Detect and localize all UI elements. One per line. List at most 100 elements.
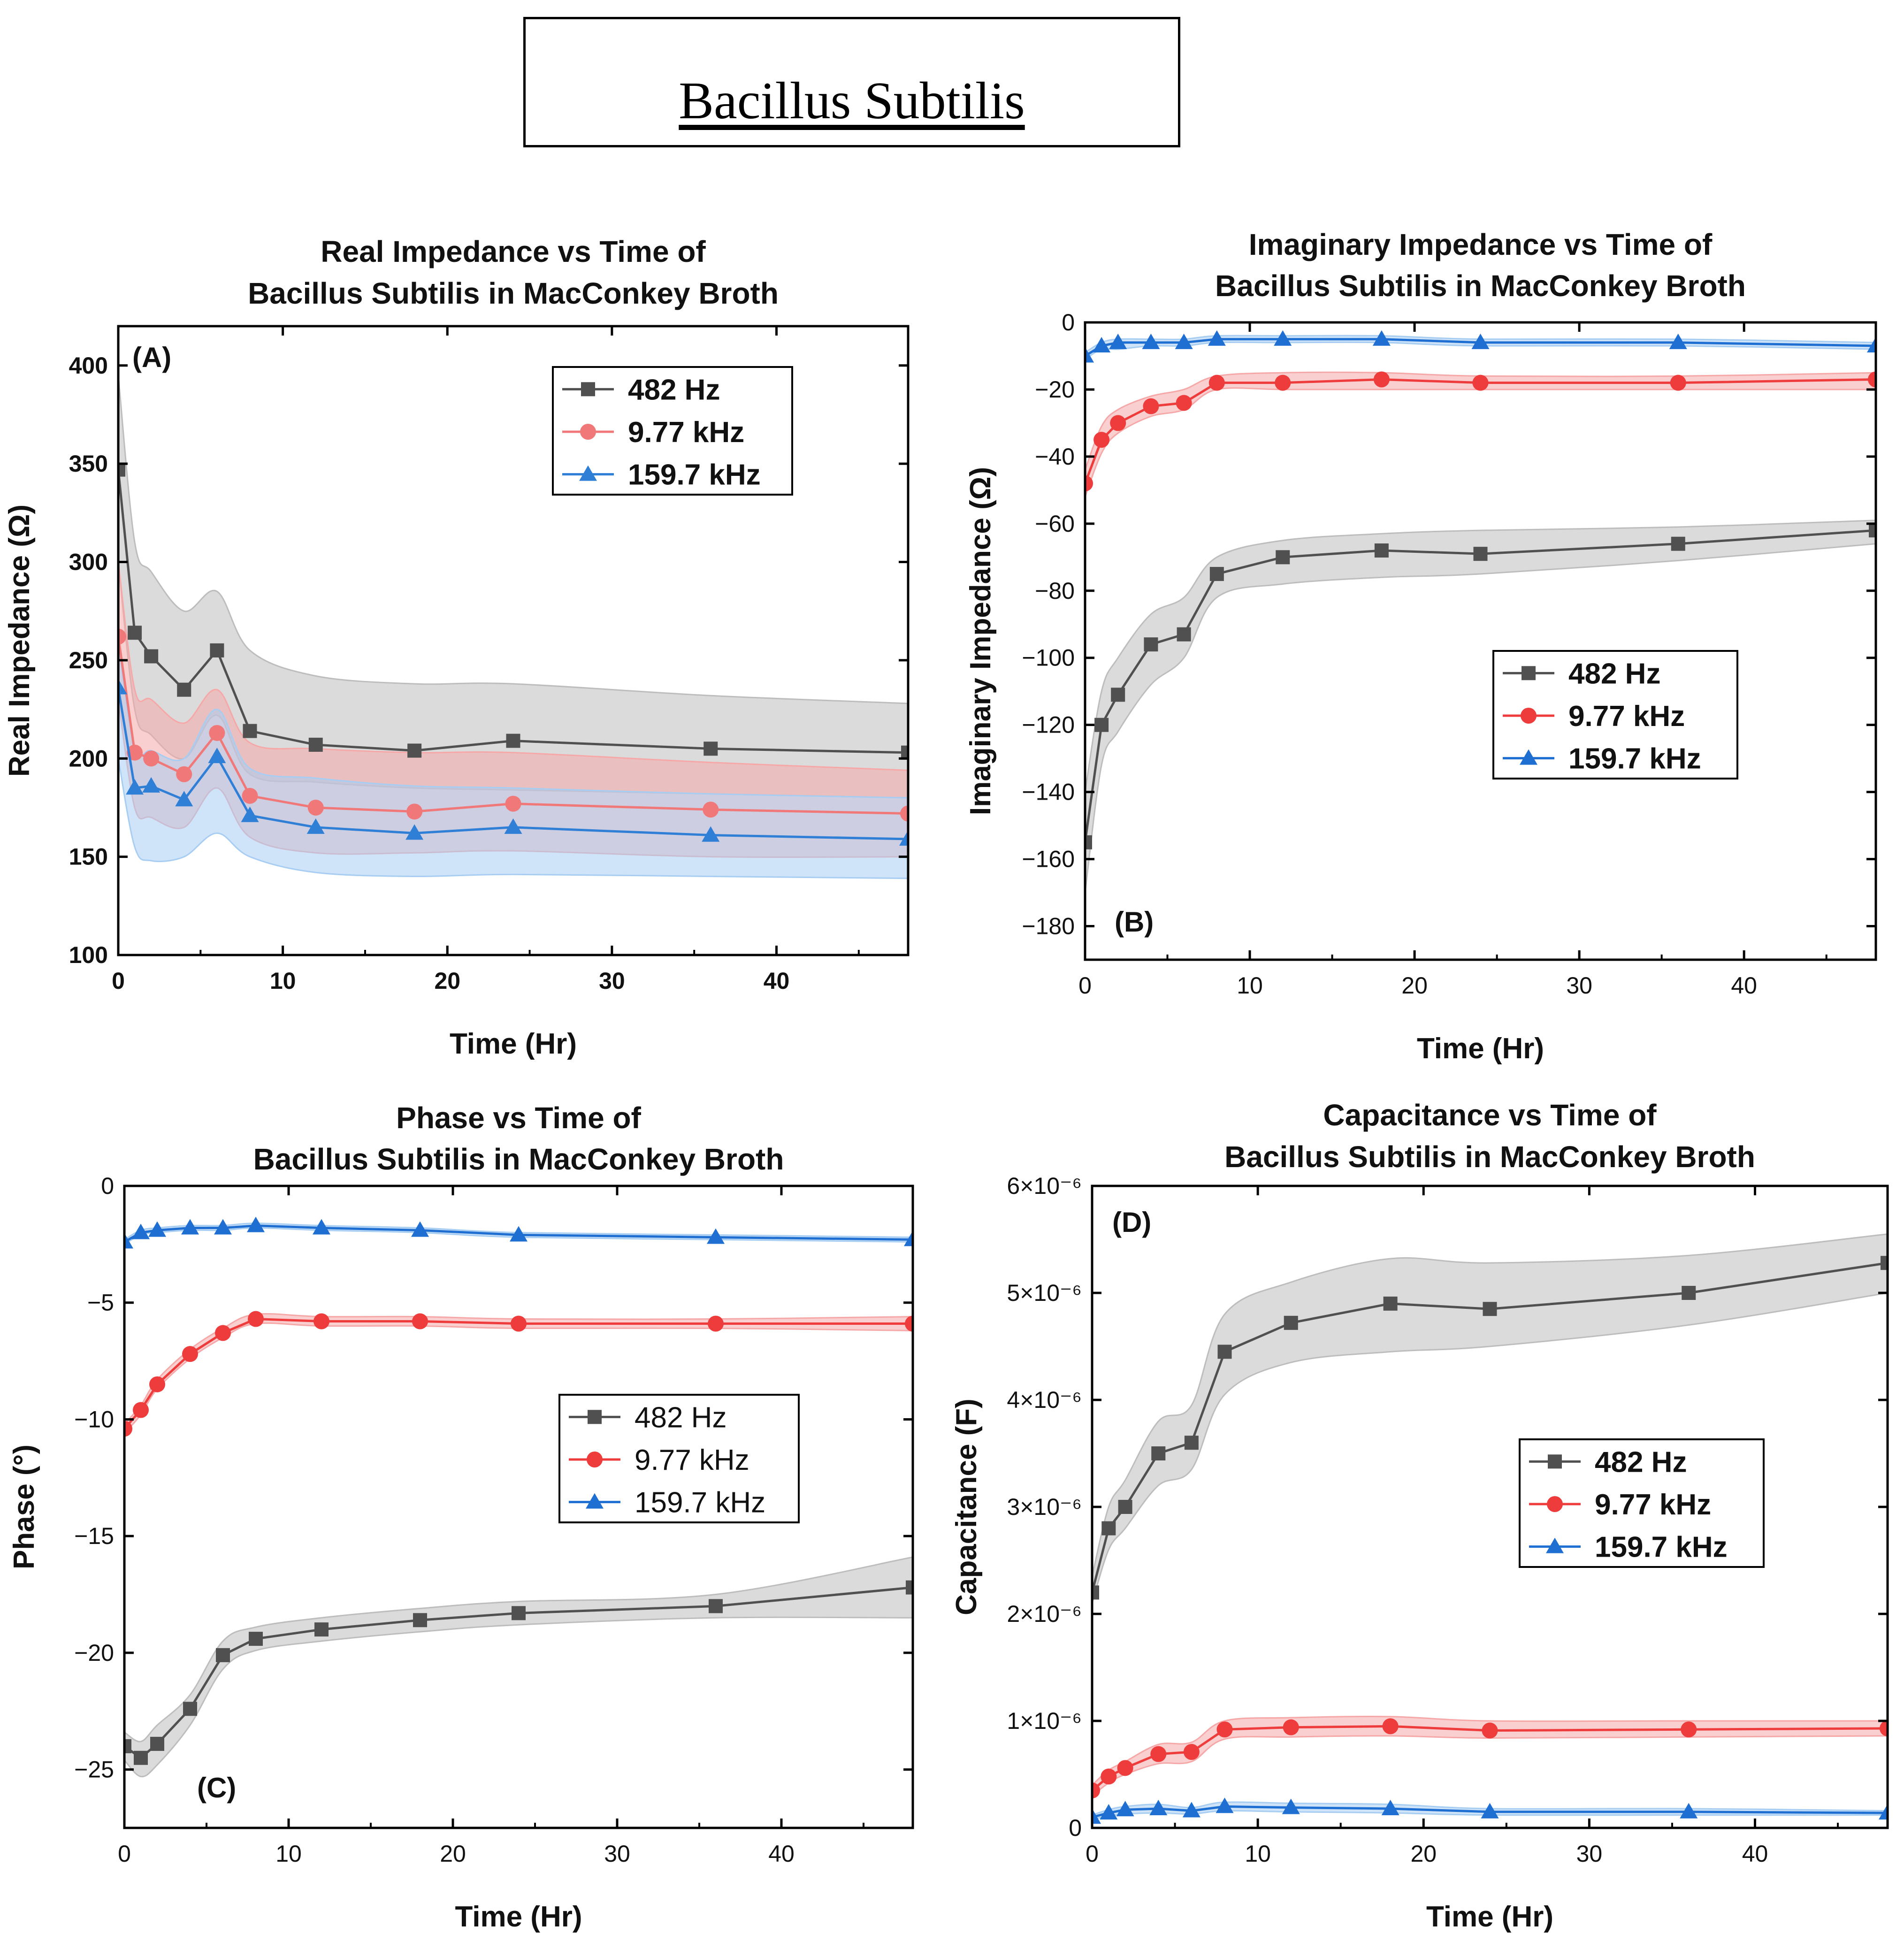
panel-d-xtick-label-1: 10	[1245, 1841, 1271, 1867]
panel-a-xtick-label-2: 20	[434, 968, 460, 994]
panel-d-point-0-3	[1151, 1446, 1166, 1460]
panel-a-point-2-0	[118, 679, 127, 695]
panel-a-point-1-7	[406, 803, 423, 820]
panel-c-band-1	[124, 1313, 913, 1435]
panel-a-xtick-label-1: 10	[270, 968, 296, 994]
panel-c-legend-label-1: 9.77 kHz	[635, 1444, 749, 1476]
panel-c-point-0-8	[512, 1606, 526, 1620]
panel-c-point-2-1	[132, 1223, 150, 1239]
panel-d-point-2-1	[1100, 1804, 1118, 1820]
panel-d-xtick-label-3: 30	[1576, 1841, 1603, 1867]
panel-a-legend-label-2: 159.7 kHz	[628, 459, 761, 491]
panel-d-point-1-0	[1092, 1782, 1100, 1799]
panel-b-point-0-3	[1144, 637, 1158, 652]
panel-d-point-2-6	[1282, 1798, 1300, 1814]
panel-b-point-1-9	[1670, 374, 1686, 391]
panel-d-point-1-8	[1482, 1722, 1498, 1739]
panel-d-point-2-8	[1481, 1803, 1499, 1819]
panel-b-title-line-1: Imaginary Impedance vs Time of	[1249, 228, 1713, 261]
panel-d-point-2-7	[1381, 1799, 1399, 1815]
panel-d-point-0-8	[1483, 1302, 1497, 1316]
panel-b-ytick-label-1: −20	[1035, 376, 1075, 403]
panel-b-legend-label-0: 482 Hz	[1568, 657, 1660, 690]
panel-b-xtick-label-1: 10	[1237, 972, 1263, 999]
panel-b-point-0-2	[1111, 688, 1125, 702]
panel-a-point-0-10	[901, 745, 908, 760]
panel-d-legend-label-1: 9.77 kHz	[1595, 1489, 1711, 1521]
panel-d-point-2-4	[1182, 1802, 1201, 1818]
panel-a-title-line-2: Bacillus Subtilis in MacConkey Broth	[248, 276, 779, 310]
panel-c-legend: 482 Hz 9.77 kHz 159.7 kHz	[558, 1394, 800, 1523]
panel-a-point-1-5	[242, 787, 258, 804]
panel-c-point-0-3	[183, 1702, 197, 1716]
panel-a-legend: 482 Hz 9.77 kHz 159.7 kHz	[552, 366, 793, 496]
panel-a-point-0-2	[144, 649, 159, 664]
panel-b-point-1-6	[1275, 374, 1291, 391]
panel-b-ytick-label-0: 0	[1062, 309, 1075, 336]
panel-a-point-0-4	[210, 643, 224, 657]
panel-b-legend-marker-1	[1521, 708, 1537, 724]
panel-b-xtick-label-0: 0	[1078, 972, 1092, 999]
panel-b-point-1-10	[1868, 371, 1876, 388]
panel-b-point-2-3	[1142, 333, 1160, 349]
panel-b-xtick-label-4: 40	[1731, 972, 1757, 999]
panel-b-point-1-4	[1176, 395, 1192, 411]
panel-b-point-0-6	[1276, 550, 1290, 565]
panel-a-frame	[117, 325, 910, 956]
panel-a-point-1-8	[505, 795, 521, 812]
panel-d-xtick-label-4: 40	[1742, 1841, 1768, 1867]
panel-b-point-0-7	[1374, 543, 1389, 558]
panel-b-point-1-5	[1208, 374, 1225, 391]
panel-b-legend: 482 Hz 9.77 kHz 159.7 kHz	[1492, 650, 1738, 779]
panel-d-point-2-5	[1216, 1797, 1234, 1813]
panel-a-ytick-label-1: 150	[69, 844, 108, 870]
panel-a-point-0-6	[308, 737, 323, 752]
panel-a-point-2-9	[702, 826, 720, 842]
panel-b-x-axis-label: Time (Hr)	[1417, 1032, 1544, 1065]
panel-b-point-2-2	[1109, 333, 1127, 349]
panel-d-xtick-label-2: 20	[1410, 1841, 1437, 1867]
panel-c-point-0-5	[249, 1632, 263, 1646]
panel-c-point-1-1	[133, 1402, 149, 1418]
panel-d-point-0-2	[1118, 1500, 1132, 1514]
panel-d-legend-marker-1	[1547, 1496, 1563, 1512]
panel-c-letter-label: (C)	[197, 1772, 236, 1803]
panel-a-ytick-label-0: 100	[69, 942, 108, 968]
panel-a-point-2-3	[175, 791, 193, 807]
panel-b-point-2-0	[1085, 347, 1094, 363]
panel-b-ytick-label-7: −140	[1022, 779, 1075, 805]
panel-d-point-1-3	[1150, 1746, 1167, 1762]
panel-c-point-0-4	[216, 1648, 230, 1662]
panel-d-point-0-5	[1217, 1345, 1232, 1359]
panel-a-point-2-7	[405, 824, 424, 840]
panel-c-legend-label-0: 482 Hz	[635, 1401, 726, 1434]
panel-a-legend-label-0: 482 Hz	[628, 374, 720, 406]
panel-a-point-0-8	[506, 734, 520, 748]
panel-d-point-1-4	[1183, 1744, 1200, 1760]
panel-d-point-0-7	[1383, 1296, 1398, 1311]
panel-d-point-1-2	[1117, 1760, 1133, 1776]
panel-d-letter-label: (D)	[1112, 1207, 1151, 1238]
panel-a-point-2-4	[208, 748, 226, 764]
panel-a-point-2-10	[899, 830, 908, 846]
panel-d-point-0-1	[1101, 1521, 1116, 1536]
panel-b-ytick-label-4: −80	[1035, 578, 1075, 604]
panel-c-ytick-label-4: −20	[74, 1640, 114, 1666]
panel-d-point-0-9	[1682, 1286, 1696, 1300]
panel-d-point-0-4	[1184, 1436, 1199, 1450]
panel-c-point-1-10	[905, 1315, 913, 1332]
panel-b-legend-marker-0	[1522, 666, 1536, 680]
panel-d-band-0	[1092, 1233, 1888, 1604]
panel-d-x-axis-label: Time (Hr)	[1426, 1901, 1553, 1933]
panel-a: Real Impedance vs Time of Bacillus Subtil…	[3, 235, 910, 1060]
panel-c-point-1-6	[314, 1313, 329, 1330]
panel-c-xtick-label-1: 10	[275, 1841, 302, 1867]
panel-a-point-1-2	[143, 750, 160, 767]
panel-c-point-1-9	[708, 1315, 724, 1332]
panel-b-point-2-8	[1471, 333, 1490, 349]
panel-a-point-0-9	[703, 741, 718, 756]
panel-d-title-line-2: Bacillus Subtilis in MacConkey Broth	[1224, 1140, 1755, 1174]
panel-b: Imaginary Impedance vs Time of Bacillus S…	[964, 228, 1877, 1065]
panel-b-legend-label-2: 159.7 kHz	[1568, 743, 1701, 775]
panel-b-point-1-1	[1093, 432, 1110, 448]
